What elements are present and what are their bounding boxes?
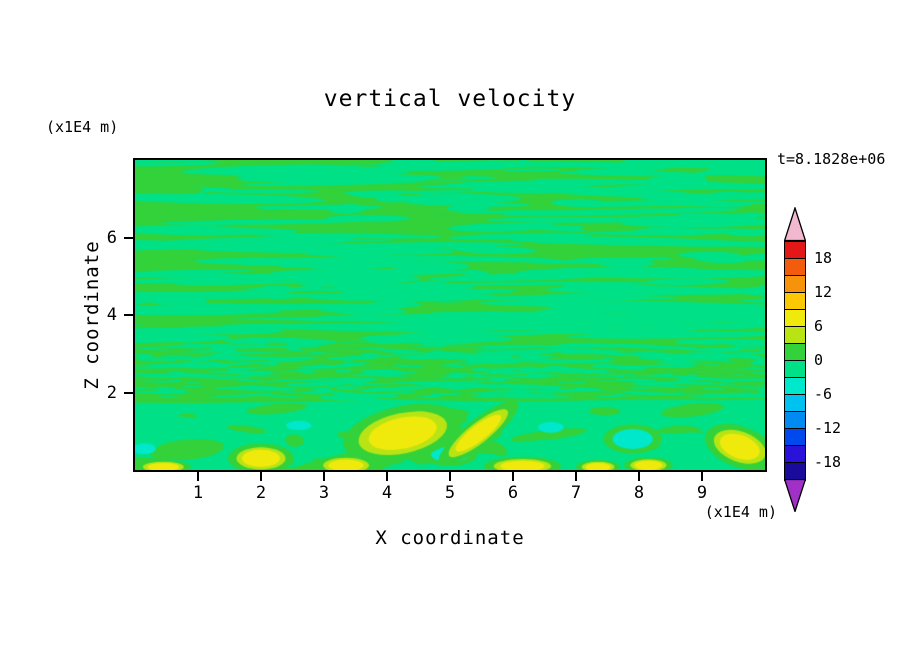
x-tick-label: 1 (192, 483, 204, 503)
colorbar-band (785, 327, 805, 344)
colorbar-band (785, 446, 805, 463)
colorbar-band (785, 242, 805, 259)
colorbar-band (785, 259, 805, 276)
x-tick-mark (386, 472, 388, 481)
colorbar-band (785, 344, 805, 361)
colorbar-tick-label: 6 (814, 317, 824, 335)
x-tick-mark (323, 472, 325, 481)
colorbar-band (785, 429, 805, 446)
colorbar: 18 12 6 0 -6 -12 -18 (784, 207, 884, 517)
x-axis-unit-label: (x1E4 m) (704, 503, 777, 521)
x-tick-mark (638, 472, 640, 481)
contour-field (135, 160, 765, 470)
colorbar-band (785, 310, 805, 327)
colorbar-band (785, 361, 805, 378)
x-tick-mark (449, 472, 451, 481)
colorbar-tick-label: 18 (814, 249, 833, 267)
x-tick-label: 5 (444, 483, 456, 503)
colorbar-tick-label: -12 (814, 419, 842, 437)
x-tick-label: 7 (570, 483, 582, 503)
colorbar-band (785, 378, 805, 395)
x-tick-label: 6 (507, 483, 519, 503)
colorbar-band (785, 463, 805, 480)
colorbar-over-arrow-icon (784, 207, 806, 241)
colorbar-under-arrow-icon (784, 479, 806, 512)
z-tick-mark (124, 314, 133, 316)
colorbar-band (785, 412, 805, 429)
x-tick-label: 9 (696, 483, 708, 503)
colorbar-tick-label: 12 (814, 283, 833, 301)
x-tick-label: 8 (633, 483, 645, 503)
time-annotation: t=8.1828e+06 (777, 150, 886, 168)
colorbar-band (785, 395, 805, 412)
plot-frame (133, 158, 767, 472)
colorbar-tick-label: -6 (814, 385, 833, 403)
z-axis-unit-label: (x1E4 m) (46, 118, 119, 136)
x-tick-label: 3 (318, 483, 330, 503)
z-axis-title: Z coordinate (81, 240, 103, 390)
x-tick-label: 2 (255, 483, 267, 503)
x-tick-label: 4 (381, 483, 393, 503)
colorbar-tick-label: 0 (814, 351, 824, 369)
x-tick-mark (512, 472, 514, 481)
x-tick-mark (260, 472, 262, 481)
colorbar-tick-label: -18 (814, 453, 842, 471)
z-tick-mark (124, 391, 133, 394)
x-tick-mark (575, 472, 577, 481)
chart-title: vertical velocity (323, 86, 577, 112)
x-tick-mark (701, 472, 703, 481)
x-axis-title: X coordinate (375, 527, 525, 549)
colorbar-band (785, 276, 805, 293)
x-tick-mark (197, 472, 199, 481)
colorbar-bands (784, 241, 806, 481)
colorbar-band (785, 293, 805, 310)
z-tick-mark (124, 236, 133, 239)
